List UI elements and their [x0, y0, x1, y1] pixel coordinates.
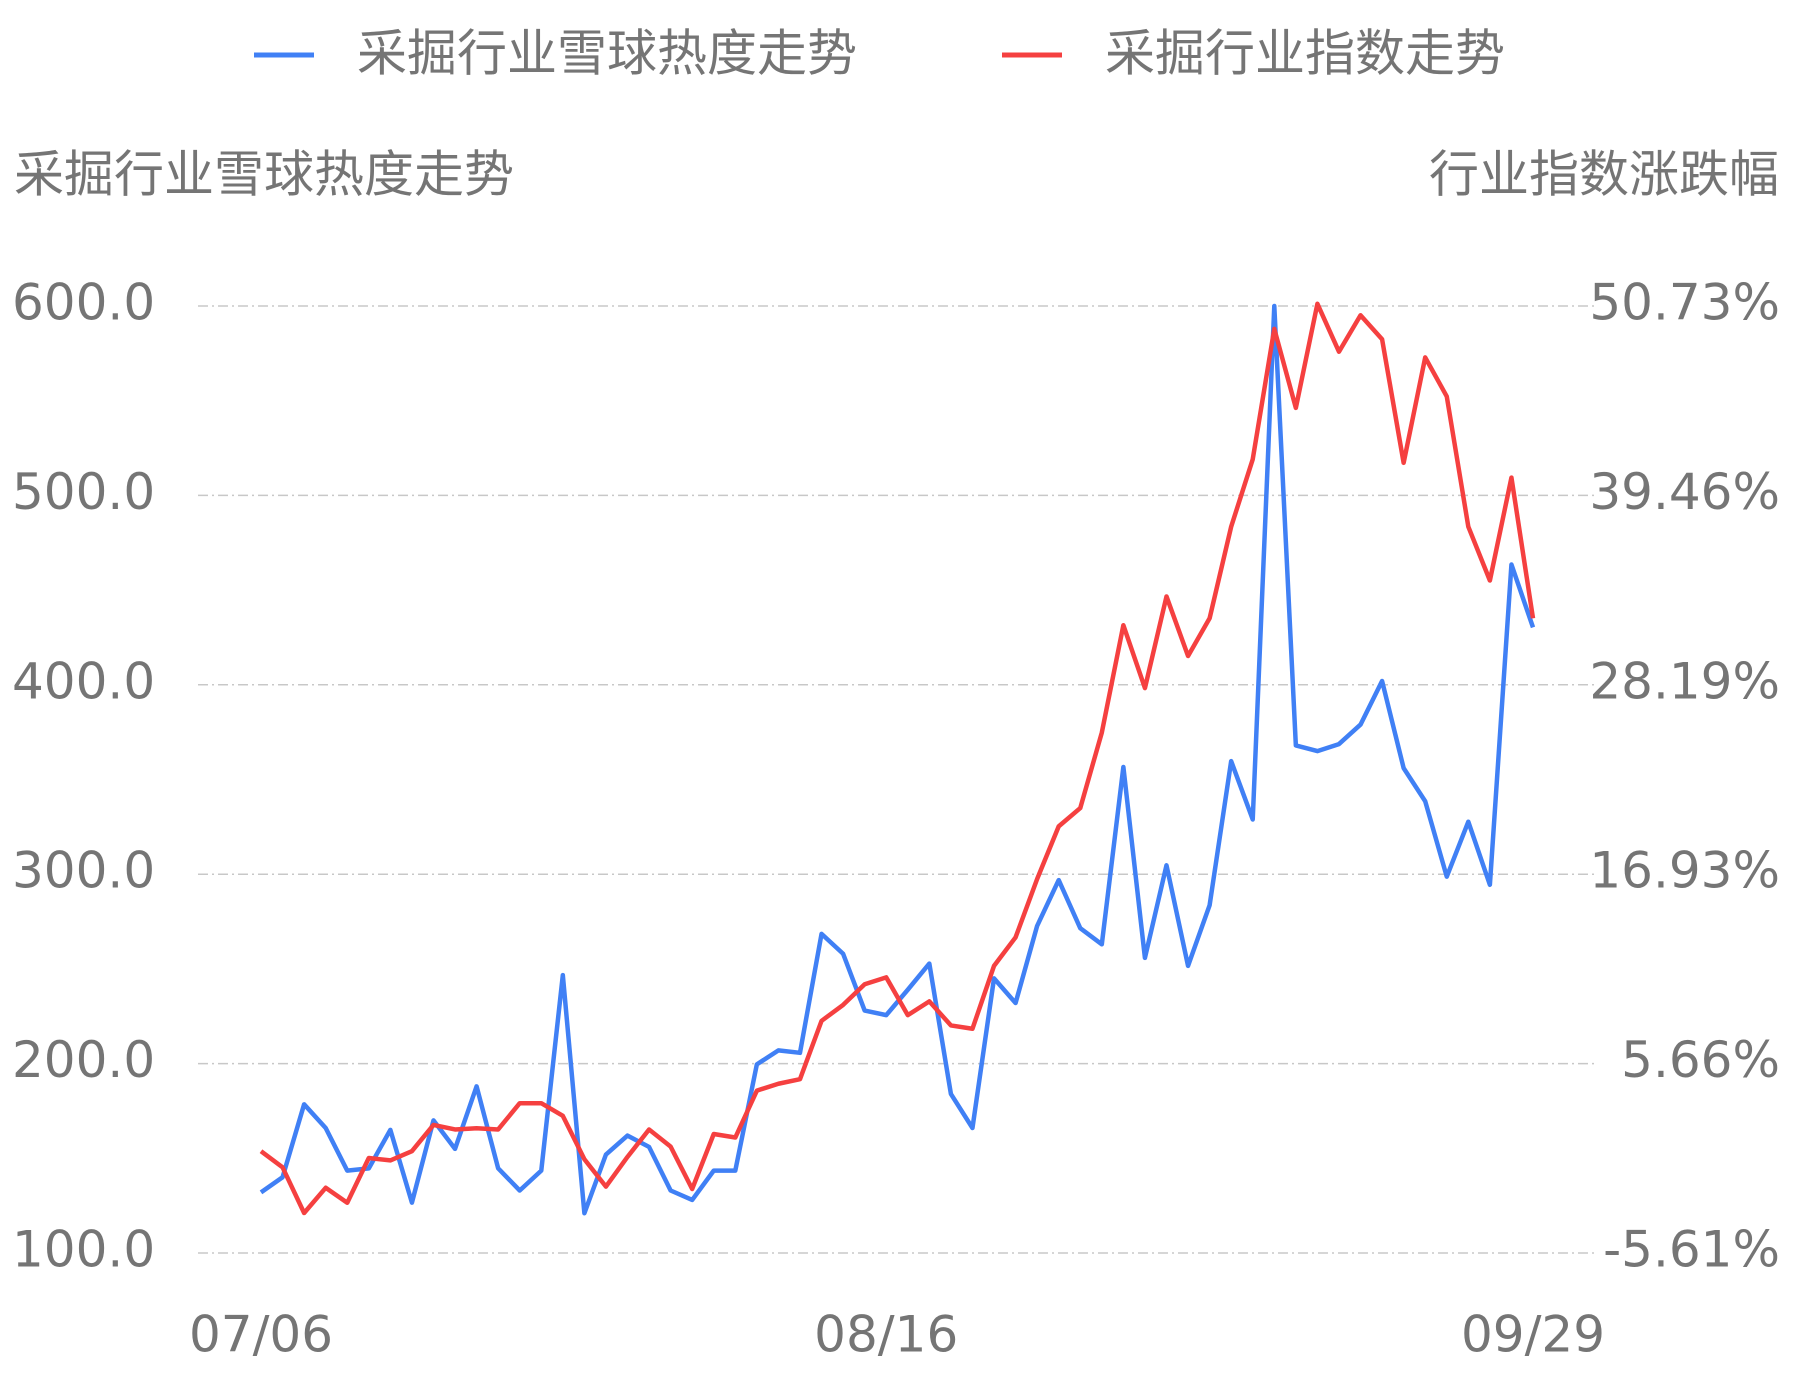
y-tick-label: 500.0	[12, 463, 155, 521]
y2-tick-label: 50.73%	[1589, 274, 1780, 332]
y-axis-title: 采掘行业雪球热度走势	[14, 146, 514, 204]
y-tick-label: 300.0	[12, 842, 155, 900]
y2-tick-label: -5.61%	[1603, 1221, 1780, 1279]
y-tick-label: 100.0	[12, 1221, 155, 1279]
y-tick-label: 200.0	[12, 1031, 155, 1089]
legend-label: 采掘行业指数走势	[1105, 25, 1505, 83]
y2-tick-label: 39.46%	[1589, 463, 1780, 521]
x-tick-label: 09/29	[1461, 1306, 1605, 1364]
line-series	[259, 303, 1536, 1216]
y2-axis-title: 行业指数涨跌幅	[1429, 146, 1779, 204]
y-tick-label: 400.0	[12, 652, 155, 710]
x-tick-label: 08/16	[814, 1306, 958, 1364]
legend-label: 采掘行业雪球热度走势	[357, 25, 857, 83]
x-tick-label: 07/06	[189, 1306, 333, 1364]
y2-tick-label: 16.93%	[1589, 842, 1780, 900]
y2-tick-label: 28.19%	[1589, 652, 1780, 710]
y2-tick-label: 5.66%	[1621, 1031, 1780, 1089]
line-series	[259, 301, 1536, 1216]
y-tick-label: 600.0	[12, 274, 155, 332]
